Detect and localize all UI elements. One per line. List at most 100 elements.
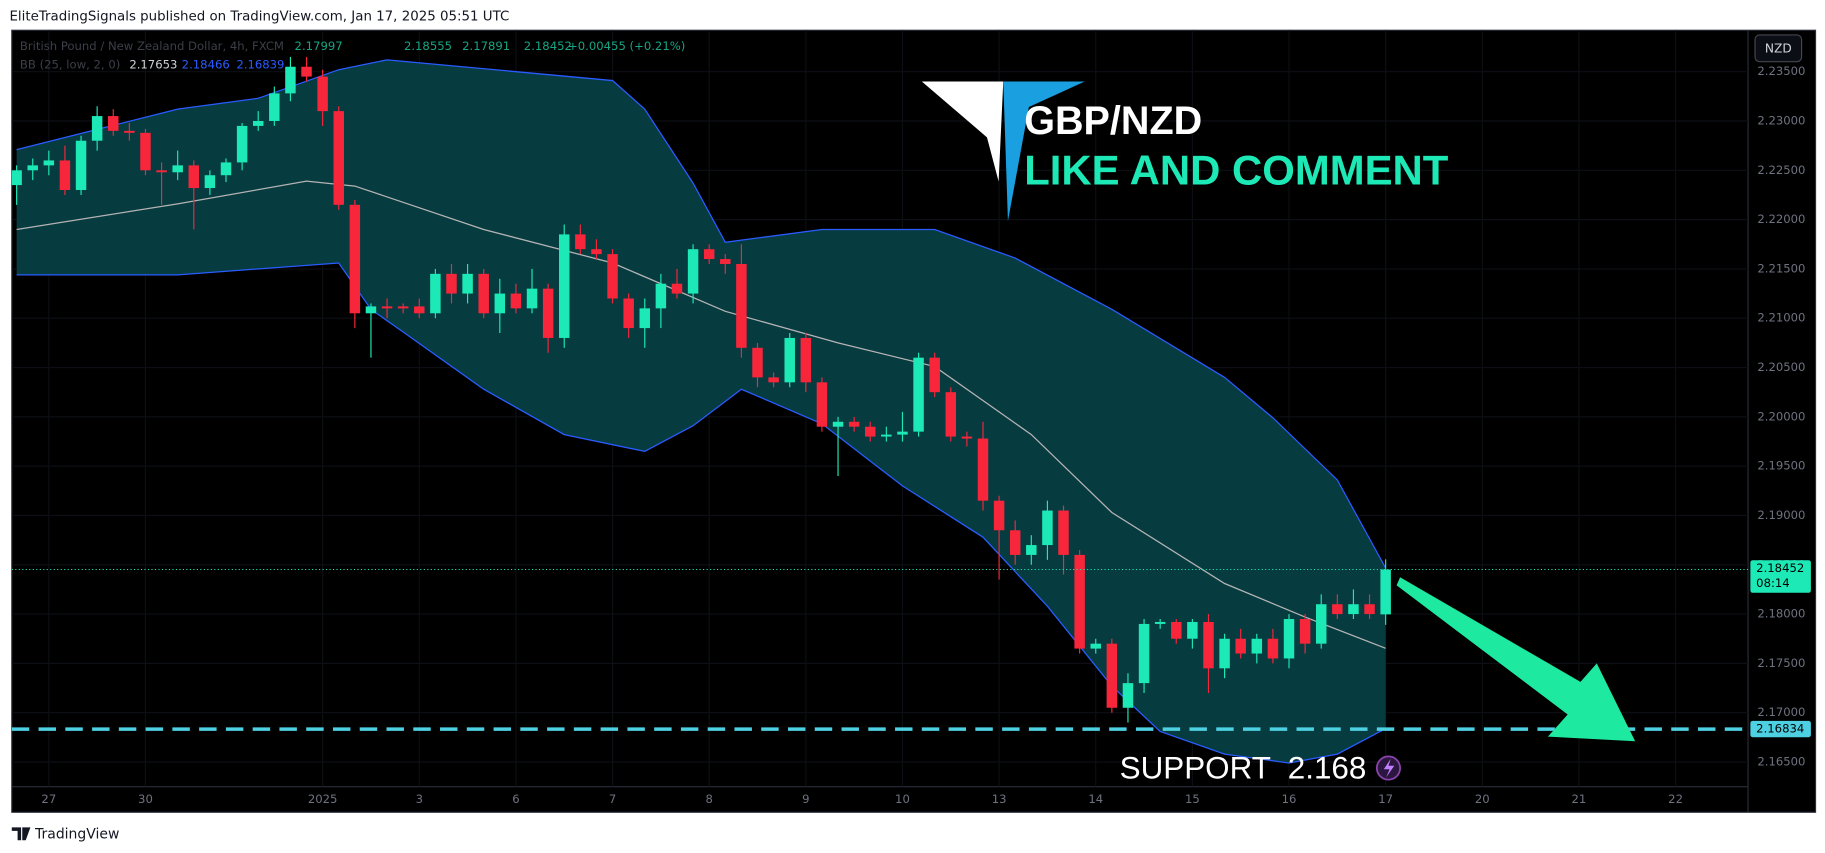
candle-body	[333, 111, 344, 205]
candle-body	[1106, 643, 1118, 708]
candle-body	[285, 66, 296, 94]
y-tick-label: 2.21500	[1757, 261, 1805, 275]
footer-text: TradingView	[34, 826, 119, 842]
candle-body	[1332, 604, 1343, 615]
candle-body	[1251, 638, 1263, 654]
support-box	[1750, 720, 1811, 738]
legend-value: 2.18452	[524, 39, 572, 53]
candle-body	[140, 132, 151, 171]
candle-body	[1187, 621, 1198, 639]
countdown-label: 08:14	[1756, 576, 1790, 590]
candle-body	[27, 165, 38, 171]
candle-body	[510, 293, 522, 309]
candle-body	[768, 377, 779, 383]
candle-body	[1380, 569, 1391, 615]
y-tick-label: 2.17500	[1757, 656, 1805, 670]
x-tick-label: 9	[802, 792, 809, 806]
y-tick-label: 2.22500	[1757, 163, 1805, 177]
candle-body	[655, 283, 667, 309]
candle-body	[1283, 619, 1295, 659]
candle-body	[881, 434, 892, 437]
candle-body	[720, 259, 731, 264]
candle-body	[703, 249, 715, 260]
x-tick-label: 14	[1088, 792, 1103, 806]
candle-body	[172, 165, 183, 173]
candle-body	[929, 357, 940, 393]
candle-body	[1267, 638, 1279, 659]
candle-body	[607, 254, 618, 299]
y-tick-label: 2.16500	[1757, 755, 1805, 769]
axes: 2.165002.170002.175002.180002.185002.190…	[41, 64, 1811, 806]
plot-area	[11, 56, 1749, 764]
candle-body	[671, 283, 683, 294]
candle-body	[1138, 623, 1150, 684]
candle-body	[1042, 510, 1053, 546]
candle-body	[494, 293, 506, 314]
candle-body	[897, 431, 908, 435]
candle-body	[397, 306, 409, 309]
last-price-label: 2.18452	[1756, 561, 1804, 575]
legend-value: 2.17891	[462, 39, 510, 53]
candle-body	[687, 249, 699, 294]
y-tick-label: 2.23000	[1757, 113, 1805, 127]
candle-body	[1090, 643, 1101, 649]
candle-body	[752, 347, 763, 378]
logo-blue	[1003, 81, 1085, 222]
candle-body	[832, 421, 844, 427]
y-tick-label: 2.17000	[1757, 705, 1805, 719]
candle-body	[478, 273, 489, 314]
candle-body	[1058, 510, 1069, 555]
x-tick-label: 16	[1282, 792, 1297, 806]
band-line	[16, 59, 1387, 569]
y-tick-label: 2.18000	[1757, 607, 1805, 621]
x-tick-label: 8	[705, 792, 712, 806]
x-tick-label: 30	[138, 792, 153, 806]
candle-body	[75, 140, 87, 191]
candle-body	[1009, 530, 1021, 555]
candle-body	[961, 436, 973, 439]
y-tick-label: 2.19500	[1757, 459, 1805, 473]
candle-body	[1203, 621, 1214, 669]
candle-body	[1235, 638, 1246, 654]
legend-band-value: 2.16839	[236, 58, 284, 72]
x-tick-label: 20	[1475, 792, 1490, 806]
alert-icon-bolt	[1383, 758, 1395, 778]
candle-body	[43, 160, 55, 166]
currency-button[interactable]	[1754, 34, 1803, 63]
candle-body	[1026, 545, 1037, 555]
logo-white	[921, 81, 1004, 182]
x-tick-label: 7	[609, 792, 616, 806]
legend-value: 2.17997	[295, 39, 343, 53]
candle-body	[349, 204, 361, 314]
candle-body	[301, 66, 312, 77]
candle-body	[252, 120, 264, 126]
candle-body	[462, 273, 473, 294]
x-tick-label: 13	[992, 792, 1007, 806]
candle-body	[236, 125, 248, 163]
x-tick-label: 22	[1668, 792, 1683, 806]
candle-body	[1219, 638, 1230, 669]
legend-band-value: 2.17653	[129, 58, 177, 72]
y-tick-label: 2.20500	[1757, 360, 1805, 374]
candle-body	[1074, 554, 1085, 649]
candle-body	[526, 288, 538, 309]
currency-button-label: NZD	[1765, 41, 1792, 55]
candle-body	[784, 337, 795, 383]
x-tick-label: 21	[1572, 792, 1587, 806]
legend-band-value: 2.18466	[182, 58, 230, 72]
candle-body	[1348, 604, 1359, 615]
candle-body	[59, 160, 71, 191]
candle-body	[736, 263, 747, 348]
legend-change: +0.00455 (+0.21%)	[568, 39, 685, 53]
candle-body	[430, 273, 441, 314]
legend-value: 2.18555	[404, 39, 452, 53]
candle-body	[365, 306, 377, 314]
candle-body	[639, 308, 651, 329]
candle-body	[1299, 619, 1311, 644]
candle-body	[381, 306, 393, 309]
candle-body	[977, 438, 989, 501]
candle-body	[945, 392, 957, 437]
y-tick-label: 2.22000	[1757, 212, 1805, 226]
candle-body	[124, 130, 135, 133]
